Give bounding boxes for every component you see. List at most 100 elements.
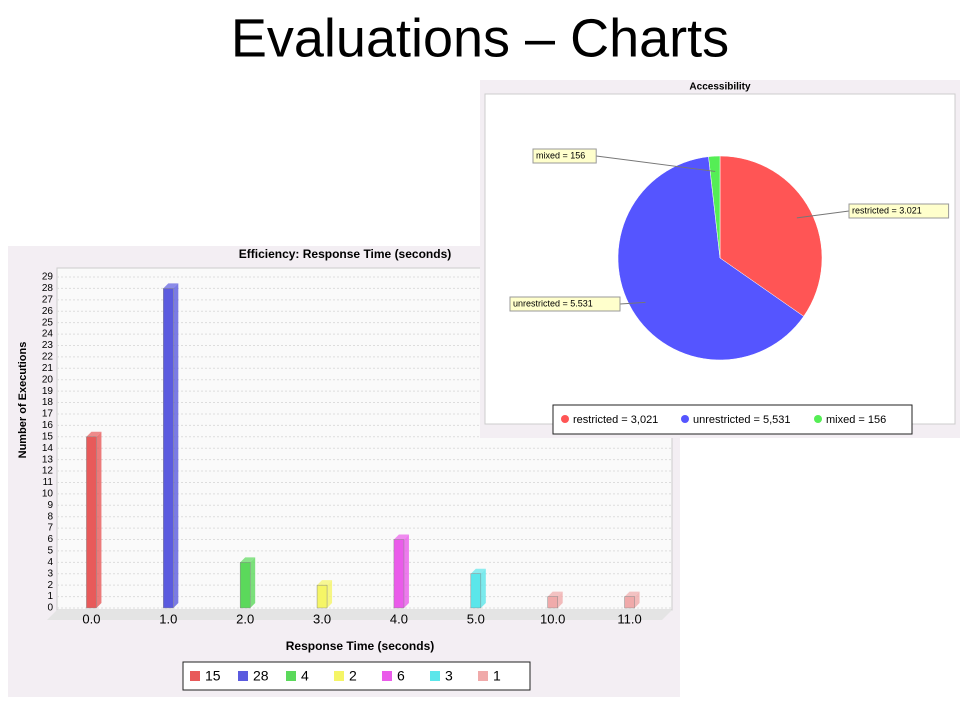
legend-label: 4 [301, 668, 309, 684]
legend-swatch [814, 415, 822, 423]
x-tick-label: 0.0 [82, 611, 100, 626]
callout-box [509, 296, 621, 312]
y-tick-label: 28 [42, 283, 54, 294]
bar [239, 562, 251, 609]
y-tick-label: 11 [43, 477, 54, 488]
y-tick-label: 21 [42, 363, 54, 374]
y-tick-label: 4 [47, 557, 53, 568]
legend-label: 2 [349, 668, 357, 684]
x-axis-label: Response Time (seconds) [286, 639, 435, 653]
bar [624, 596, 635, 609]
y-axis-label: Number of Executions [17, 342, 29, 459]
data-label: restricted = 3.021 [852, 205, 922, 215]
y-tick-label: 23 [42, 340, 54, 351]
plot-floor [47, 610, 672, 620]
bar-top [547, 591, 563, 597]
legend-label: 3 [445, 668, 453, 684]
bar-top [393, 534, 409, 540]
x-tick-label: 2.0 [236, 611, 254, 626]
bar [163, 288, 174, 609]
y-tick-label: 5 [47, 546, 53, 557]
y-tick-label: 17 [42, 409, 54, 420]
legend-label: 6 [397, 668, 405, 684]
y-tick-label: 7 [47, 523, 53, 534]
bar-top [317, 580, 333, 586]
legend-swatch [238, 671, 248, 681]
chart-title: Accessibility [689, 82, 751, 93]
bar-side [96, 431, 102, 608]
y-tick-label: 29 [42, 272, 54, 283]
x-tick-label: 5.0 [467, 611, 485, 626]
bar-side [250, 557, 256, 608]
y-tick-label: 14 [42, 443, 54, 454]
y-tick-label: 15 [42, 431, 54, 442]
pie-slice [617, 156, 805, 361]
legend-swatch [681, 415, 689, 423]
legend-swatch [478, 671, 488, 681]
x-tick-label: 1.0 [159, 611, 177, 626]
legend-swatch [430, 671, 440, 681]
legend-label: mixed = 156 [826, 414, 886, 426]
callout-line [596, 155, 716, 172]
bar [86, 436, 97, 609]
bar-top [624, 591, 640, 597]
y-tick-label: 9 [47, 500, 53, 511]
y-tick-label: 8 [47, 511, 53, 522]
callout-line [619, 301, 646, 305]
bar [547, 596, 558, 609]
y-tick-label: 20 [42, 374, 54, 385]
chart-title: Efficiency: Response Time (seconds) [239, 247, 452, 261]
bar-side [403, 534, 409, 608]
y-tick-label: 27 [42, 294, 54, 305]
x-tick-label: 3.0 [313, 611, 331, 626]
y-tick-label: 24 [42, 329, 54, 340]
data-label: unrestricted = 5.531 [513, 298, 593, 308]
legend-swatch [561, 415, 569, 423]
y-tick-label: 1 [47, 591, 53, 602]
bar-top [86, 431, 102, 437]
bar-top [240, 557, 256, 563]
pie-slice [708, 155, 721, 259]
x-tick-label: 10.0 [540, 611, 565, 626]
y-tick-label: 12 [42, 466, 54, 477]
pie-slice [719, 155, 823, 317]
bar-top [163, 283, 179, 289]
bar [393, 539, 405, 609]
bar-side [634, 591, 640, 608]
legend-label: unrestricted = 5,531 [693, 414, 791, 426]
bar-side [557, 591, 563, 608]
legend-swatch [334, 671, 344, 681]
bar-side [173, 283, 179, 608]
callout-box [532, 148, 597, 164]
y-tick-label: 25 [42, 317, 54, 328]
legend-swatch [286, 671, 296, 681]
y-tick-label: 0 [47, 603, 53, 614]
callout-box [848, 203, 950, 219]
bar-side [480, 568, 486, 608]
legend-label: 1 [493, 668, 501, 684]
y-tick-label: 26 [42, 306, 54, 317]
y-tick-label: 22 [42, 352, 54, 363]
pie-chart: Accessibility restricted = 3.021 unrestri… [480, 80, 960, 438]
legend-label: 28 [253, 668, 269, 684]
legend [552, 404, 913, 435]
y-tick-label: 6 [47, 534, 53, 545]
y-tick-label: 16 [42, 420, 54, 431]
legend-label: restricted = 3,021 [573, 414, 658, 426]
legend-swatch [190, 671, 200, 681]
x-tick-label: 4.0 [390, 611, 408, 626]
slide-title: Evaluations – Charts [231, 8, 729, 68]
callout-line [796, 210, 850, 219]
legend-label: 15 [205, 668, 221, 684]
legend-swatch [382, 671, 392, 681]
x-tick-label: 11.0 [617, 611, 641, 626]
bar [470, 573, 482, 609]
y-tick-label: 3 [47, 568, 53, 579]
bar-top [470, 568, 486, 574]
y-tick-label: 13 [42, 454, 54, 465]
bar-side [327, 580, 333, 608]
y-tick-label: 18 [42, 397, 54, 408]
y-tick-label: 2 [47, 580, 53, 591]
